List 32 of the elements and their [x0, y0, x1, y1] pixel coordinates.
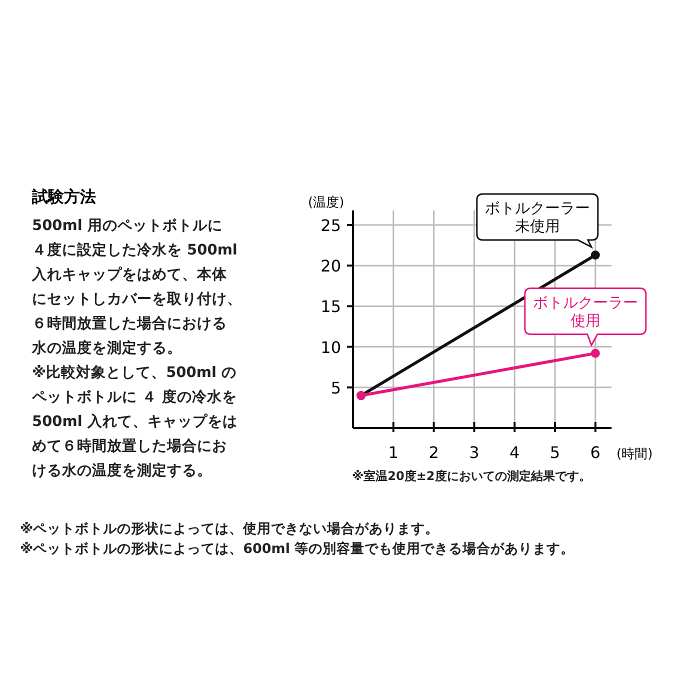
x-axis-title: (時間)	[616, 447, 653, 462]
text: 水の温度を測定する。	[31, 338, 182, 356]
text: ※ペットボトルの形状によっては、使用できない場合があります。	[20, 521, 440, 537]
text: ボトルクーラー使用	[532, 293, 638, 330]
x-tick-label: 3	[469, 443, 480, 462]
text: 500ml 入れて、キャップをは	[32, 413, 238, 430]
text: ペットボトルに ４ 度の冷水を	[31, 388, 238, 406]
x-tick-label: 5	[550, 443, 560, 462]
text: ※室温20度±2度においての測定結果です。	[352, 469, 591, 483]
text: ６時間放置した場合における	[32, 315, 227, 332]
y-tick-label: 5	[330, 378, 341, 398]
x-tick-label: 1	[388, 443, 398, 462]
text: にセットしカバーを取り付け、	[32, 290, 242, 308]
y-axis-title: (温度)	[308, 194, 344, 210]
y-tick-label: 25	[320, 216, 341, 235]
series-label: ボトルクーラー未使用	[484, 199, 590, 236]
x-tick-label: 6	[590, 443, 600, 462]
y-tick-label: 10	[320, 338, 341, 357]
point	[590, 348, 600, 358]
text: ける水の温度を測定する。	[32, 461, 212, 479]
x-tick-label: 4	[510, 443, 520, 462]
point	[590, 250, 600, 260]
text: ※比較対象として、500ml の	[32, 363, 236, 381]
text: ４度に設定した冷水を 500ml	[32, 240, 238, 258]
x-tick-label: 2	[428, 443, 439, 462]
text: 500ml 用のペットボトルに	[32, 217, 222, 234]
text: めて６時間放置した場合にお	[32, 438, 227, 454]
y-tick-label: 15	[320, 297, 341, 316]
text: 試験方法	[31, 187, 96, 206]
text: ※ペットボトルの形状によっては、600ml 等の別容量でも使用できる場合があります。	[20, 540, 575, 557]
y-tick-label: 20	[320, 256, 341, 276]
text: 入れキャップをはめて、本体	[31, 266, 228, 283]
